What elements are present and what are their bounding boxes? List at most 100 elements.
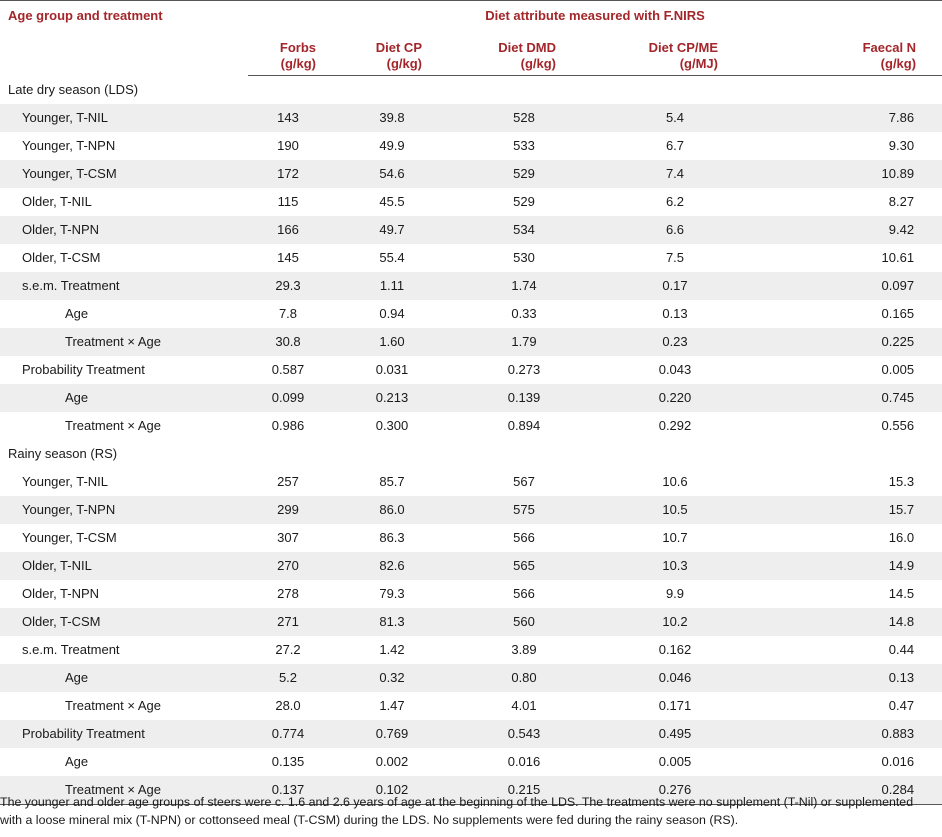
table-cell: 29.3 bbox=[248, 271, 328, 300]
table-cell: 6.6 bbox=[592, 215, 758, 244]
table-cell: 14.5 bbox=[758, 579, 942, 608]
table-cell: 528 bbox=[456, 103, 592, 132]
table-cell: 10.6 bbox=[592, 467, 758, 496]
table-cell: 566 bbox=[456, 523, 592, 552]
table-cell: 0.883 bbox=[758, 719, 942, 748]
table-cell: 529 bbox=[456, 187, 592, 216]
table-cell: 0.745 bbox=[758, 383, 942, 412]
table-cell: 299 bbox=[248, 495, 328, 524]
table-cell: 85.7 bbox=[328, 467, 456, 496]
table-row: Age 5.2 0.32 0.80 0.046 0.13 bbox=[0, 663, 942, 692]
table-cell: 0.543 bbox=[456, 719, 592, 748]
table-row: s.e.m. Treatment 27.2 1.42 3.89 0.162 0.44 bbox=[0, 635, 942, 664]
table-cell: 10.5 bbox=[592, 495, 758, 524]
table-cell: 3.89 bbox=[456, 635, 592, 664]
table-cell: 0.17 bbox=[592, 271, 758, 300]
table-cell: 0.046 bbox=[592, 663, 758, 692]
table-cell: 533 bbox=[456, 131, 592, 160]
table-row: Older, T-NIL 115 45.5 529 6.2 8.27 bbox=[0, 187, 942, 216]
table-cell: 0.587 bbox=[248, 355, 328, 384]
row-label: Age bbox=[0, 383, 248, 412]
table-cell: 86.3 bbox=[328, 523, 456, 552]
table-cell: 166 bbox=[248, 215, 328, 244]
row-label: Younger, T-NPN bbox=[0, 495, 248, 524]
table-cell: 0.005 bbox=[758, 355, 942, 384]
row-label: Age bbox=[0, 747, 248, 776]
table-cell: 10.61 bbox=[758, 243, 942, 272]
table-row: Probability Treatment 0.587 0.031 0.273 0.04… bbox=[0, 355, 942, 384]
row-label: Age bbox=[0, 299, 248, 328]
table-cell: 0.097 bbox=[758, 271, 942, 300]
table-cell: 0.44 bbox=[758, 635, 942, 664]
data-table: Age group and treatment Diet attribute m… bbox=[0, 0, 942, 805]
table-cell: 257 bbox=[248, 467, 328, 496]
table-cell: 0.556 bbox=[758, 411, 942, 440]
table-cell: 0.94 bbox=[328, 299, 456, 328]
table-cell: 0.102 bbox=[328, 775, 456, 805]
table-cell: 0.284 bbox=[758, 775, 942, 805]
table-cell: 1.60 bbox=[328, 327, 456, 356]
row-label: Older, T-NPN bbox=[0, 579, 248, 608]
row-label: Younger, T-NIL bbox=[0, 467, 248, 496]
column-header-diet-cp-me: Diet CP/ME (g/MJ) bbox=[592, 24, 758, 76]
table-cell: 0.162 bbox=[592, 635, 758, 664]
row-label: Younger, T-CSM bbox=[0, 523, 248, 552]
table-row: Age 7.8 0.94 0.33 0.13 0.165 bbox=[0, 299, 942, 328]
table-cell: 8.27 bbox=[758, 187, 942, 216]
table-row: Treatment × Age 30.8 1.60 1.79 0.23 0.225 bbox=[0, 327, 942, 356]
table-cell: 1.79 bbox=[456, 327, 592, 356]
row-label: Younger, T-NIL bbox=[0, 103, 248, 132]
table-cell: 15.7 bbox=[758, 495, 942, 524]
table-cell: 0.005 bbox=[592, 747, 758, 776]
row-label: Younger, T-NPN bbox=[0, 131, 248, 160]
table-cell: 55.4 bbox=[328, 243, 456, 272]
table-cell: 115 bbox=[248, 187, 328, 216]
table-cell: 0.495 bbox=[592, 719, 758, 748]
table-cell: 7.5 bbox=[592, 243, 758, 272]
table-row: Younger, T-NPN 299 86.0 575 10.5 15.7 bbox=[0, 495, 942, 524]
table-row: Older, T-NPN 278 79.3 566 9.9 14.5 bbox=[0, 579, 942, 608]
table-cell: 0.276 bbox=[592, 775, 758, 805]
row-label: Treatment × Age bbox=[0, 411, 248, 440]
table-cell: 30.8 bbox=[248, 327, 328, 356]
row-label: Probability Treatment bbox=[0, 355, 248, 384]
table-cell: 28.0 bbox=[248, 691, 328, 720]
table-cell: 1.42 bbox=[328, 635, 456, 664]
column-header-diet-dmd: Diet DMD (g/kg) bbox=[456, 24, 592, 76]
table-cell: 14.8 bbox=[758, 607, 942, 636]
table-cell: 9.30 bbox=[758, 131, 942, 160]
table-cell: 0.016 bbox=[758, 747, 942, 776]
table-row: Younger, T-NIL 257 85.7 567 10.6 15.3 bbox=[0, 467, 942, 496]
row-label: s.e.m. Treatment bbox=[0, 271, 248, 300]
table-row: Treatment × Age 28.0 1.47 4.01 0.171 0.47 bbox=[0, 691, 942, 720]
table-cell: 45.5 bbox=[328, 187, 456, 216]
table-cell: 1.47 bbox=[328, 691, 456, 720]
column-header-faecal-n: Faecal N (g/kg) bbox=[758, 24, 942, 76]
row-label: Younger, T-CSM bbox=[0, 159, 248, 188]
table-cell: 14.9 bbox=[758, 551, 942, 580]
table-cell: 0.002 bbox=[328, 747, 456, 776]
table-cell: 49.7 bbox=[328, 215, 456, 244]
row-label: Age bbox=[0, 663, 248, 692]
table-cell: 7.4 bbox=[592, 159, 758, 188]
table-cell: 0.774 bbox=[248, 719, 328, 748]
table-cell: 530 bbox=[456, 243, 592, 272]
table-cell: 16.0 bbox=[758, 523, 942, 552]
table-cell: 0.300 bbox=[328, 411, 456, 440]
table-cell: 307 bbox=[248, 523, 328, 552]
table-cell: 0.894 bbox=[456, 411, 592, 440]
data-table-container: Age group and treatment Diet attribute m… bbox=[0, 0, 942, 805]
table-cell: 0.292 bbox=[592, 411, 758, 440]
table-cell: 9.42 bbox=[758, 215, 942, 244]
table-row: Probability Treatment 0.774 0.769 0.543 0.49… bbox=[0, 719, 942, 748]
section-title: Rainy season (RS) bbox=[0, 439, 942, 468]
table-cell: 534 bbox=[456, 215, 592, 244]
row-label: Treatment × Age bbox=[0, 775, 248, 805]
diet-attribute-group-header: Diet attribute measured with F.NIRS bbox=[248, 0, 942, 25]
table-cell: 567 bbox=[456, 467, 592, 496]
table-cell: 270 bbox=[248, 551, 328, 580]
table-cell: 0.135 bbox=[248, 747, 328, 776]
row-label: s.e.m. Treatment bbox=[0, 635, 248, 664]
table-cell: 0.213 bbox=[328, 383, 456, 412]
column-header-forbs: Forbs (g/kg) bbox=[248, 24, 328, 76]
